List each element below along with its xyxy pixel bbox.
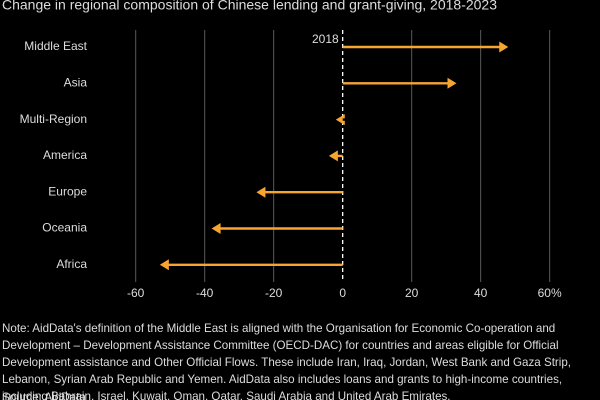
x-tick-label: 0: [339, 286, 346, 300]
y-tick-label: Middle East: [24, 39, 87, 53]
x-tick-label: 20: [405, 286, 419, 300]
arrow: [211, 223, 343, 234]
arrow: [335, 114, 345, 126]
x-tick-label: -20: [265, 286, 283, 300]
arrow: [159, 259, 343, 271]
x-tick-label: -40: [196, 286, 214, 300]
annotation: 2018: [312, 32, 339, 46]
x-tick-label: 40: [474, 286, 488, 300]
chart-title: Change in regional composition of Chines…: [2, 0, 497, 13]
x-tick-label: 60%: [538, 286, 562, 300]
y-tick-label: America: [43, 148, 87, 162]
y-tick-label: Asia: [64, 75, 88, 89]
arrow: [342, 41, 509, 53]
arrow: [342, 77, 457, 89]
x-tick-label: -60: [127, 286, 145, 300]
y-tick-label: Africa: [56, 257, 87, 271]
y-tick-label: Europe: [48, 184, 87, 198]
y-tick-label: Multi-Region: [20, 112, 87, 126]
note: Note: AidData's definition of the Middle…: [2, 322, 572, 400]
arrow: [328, 150, 343, 162]
source: Source: AidData: [2, 391, 86, 400]
arrow: [256, 186, 343, 198]
chart: Change in regional composition of Chines…: [2, 0, 562, 300]
y-tick-label: Oceania: [42, 221, 87, 235]
